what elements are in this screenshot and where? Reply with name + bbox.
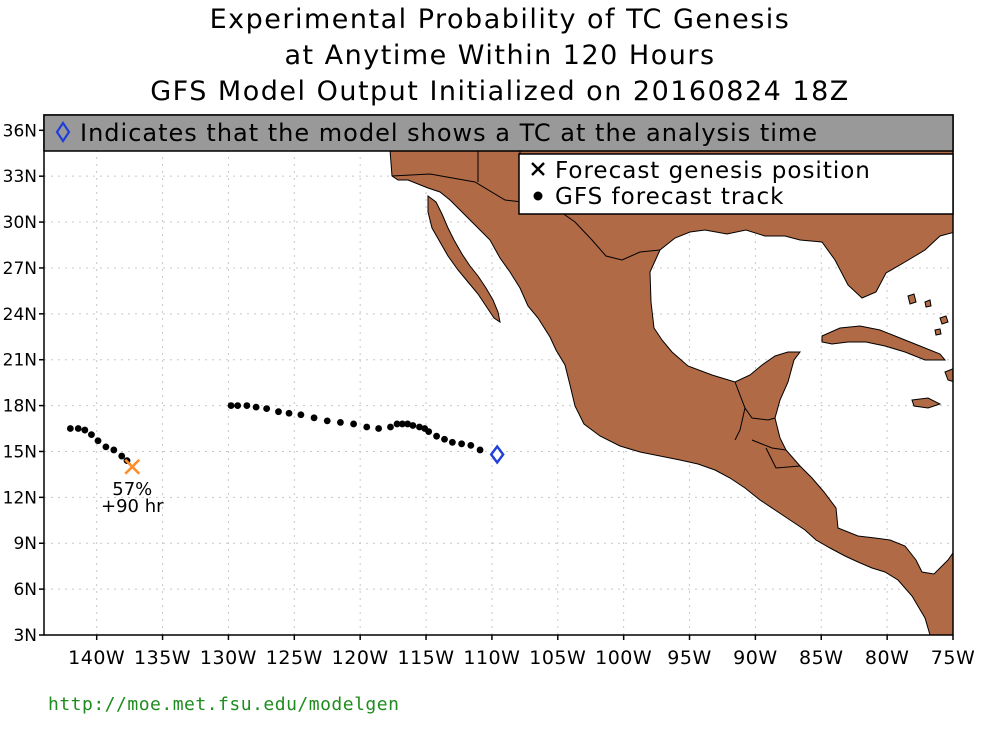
legend-box	[518, 153, 954, 215]
lat-tick-label: 27N	[3, 259, 37, 279]
track-point	[94, 437, 102, 445]
track-point	[310, 414, 318, 422]
lon-tick-label: 115W	[398, 647, 455, 669]
track-point	[425, 428, 433, 435]
track-point	[323, 417, 331, 425]
track-point	[409, 422, 417, 429]
title-line-3: GFS Model Output Initialized on 20160824…	[150, 76, 850, 107]
genesis-lead-time: +90 hr	[101, 496, 164, 517]
banner-text: Indicates that the model shows a TC at t…	[80, 119, 818, 147]
track-point	[375, 425, 383, 432]
title-line-2: at Anytime Within 120 Hours	[284, 40, 716, 71]
track-point	[393, 420, 401, 428]
track-point	[350, 420, 357, 428]
baja-california	[427, 195, 501, 324]
analysis-banner	[43, 114, 954, 152]
landmass	[389, 149, 953, 635]
lat-tick-label: 21N	[3, 351, 37, 371]
lat-tick-label: 36N	[3, 121, 37, 141]
track-point	[234, 402, 242, 409]
dot-marker-icon	[533, 191, 543, 201]
track-point	[118, 452, 126, 460]
track-point	[387, 423, 394, 431]
track-point	[476, 446, 484, 454]
track-point	[102, 443, 110, 451]
cuba	[821, 325, 947, 361]
track-point	[404, 420, 411, 428]
lon-tick-label: 135W	[134, 647, 191, 669]
track-point	[66, 425, 74, 432]
source-url: http://moe.met.fsu.edu/modelgen	[48, 694, 400, 715]
track-point	[398, 420, 406, 428]
lat-tick-label: 12N	[3, 488, 37, 508]
axis-ticks	[39, 129, 954, 640]
track-point	[243, 402, 251, 409]
blue-diamond-icon	[55, 121, 71, 143]
lat-tick-label: 33N	[3, 167, 37, 187]
lon-tick-label: 125W	[266, 647, 323, 669]
track-point	[263, 405, 271, 413]
lat-tick-label: 30N	[3, 213, 37, 233]
lat-tick-label: 3N	[13, 626, 37, 646]
lon-tick-label: 85W	[799, 647, 843, 669]
lon-tick-label: 80W	[865, 647, 909, 669]
track-point	[275, 408, 282, 416]
lon-tick-label: 75W	[931, 647, 975, 669]
lat-tick-label: 24N	[3, 305, 37, 325]
track-point	[110, 446, 118, 454]
track-point	[252, 403, 260, 411]
track-point	[74, 425, 82, 432]
lon-tick-label: 120W	[332, 647, 389, 669]
hispaniola	[944, 368, 953, 382]
legend-track-label: GFS forecast track	[555, 184, 784, 210]
bahamas-4	[934, 328, 942, 336]
legend-genesis-label: Forecast genesis position	[555, 158, 871, 184]
lat-tick-label: 18N	[3, 397, 37, 417]
track-point	[337, 419, 344, 426]
lat-axis-labels: 36N 33N 30N 27N 24N 21N 18N 15N 12N 9N 6N 3N	[3, 121, 37, 646]
genesis-x-marker	[124, 458, 141, 475]
track-point	[363, 423, 371, 431]
track-point	[458, 440, 466, 448]
honduras-border	[751, 439, 801, 469]
track-point	[441, 435, 448, 443]
bahamas-2	[924, 299, 932, 308]
track-point	[81, 426, 89, 434]
track-point	[285, 409, 293, 417]
lon-tick-label: 105W	[529, 647, 586, 669]
x-marker-icon	[531, 162, 545, 176]
lat-tick-label: 15N	[3, 442, 37, 462]
jamaica	[911, 397, 942, 409]
lon-tick-label: 140W	[68, 647, 125, 669]
lat-tick-label: 9N	[13, 534, 37, 554]
lon-tick-label: 95W	[667, 647, 711, 669]
lon-tick-label: 110W	[463, 647, 520, 669]
track-point	[448, 438, 456, 446]
track-point	[227, 402, 235, 409]
bahamas-1	[907, 293, 917, 305]
lon-tick-label: 100W	[595, 647, 652, 669]
genesis-probability: 57%	[112, 479, 152, 500]
lon-axis-labels: 140W 135W 130W 125W 120W 115W 110W 105W 100W 95W 9…	[68, 647, 975, 669]
lon-tick-label: 130W	[200, 647, 257, 669]
lon-tick-label: 90W	[733, 647, 777, 669]
track-point	[297, 411, 305, 419]
guatemala-border	[734, 381, 776, 441]
title-line-1: Experimental Probability of TC Genesis	[209, 4, 791, 35]
analysis-tc-diamond	[489, 444, 505, 465]
track-point	[416, 423, 423, 431]
forecast-track	[66, 402, 484, 465]
track-point	[88, 431, 95, 439]
lat-tick-label: 6N	[13, 580, 37, 600]
bahamas-3	[939, 315, 949, 325]
track-point	[433, 432, 440, 440]
us-mexico-border	[391, 173, 661, 261]
mainland-north-america	[389, 149, 953, 635]
track-point	[467, 441, 475, 449]
